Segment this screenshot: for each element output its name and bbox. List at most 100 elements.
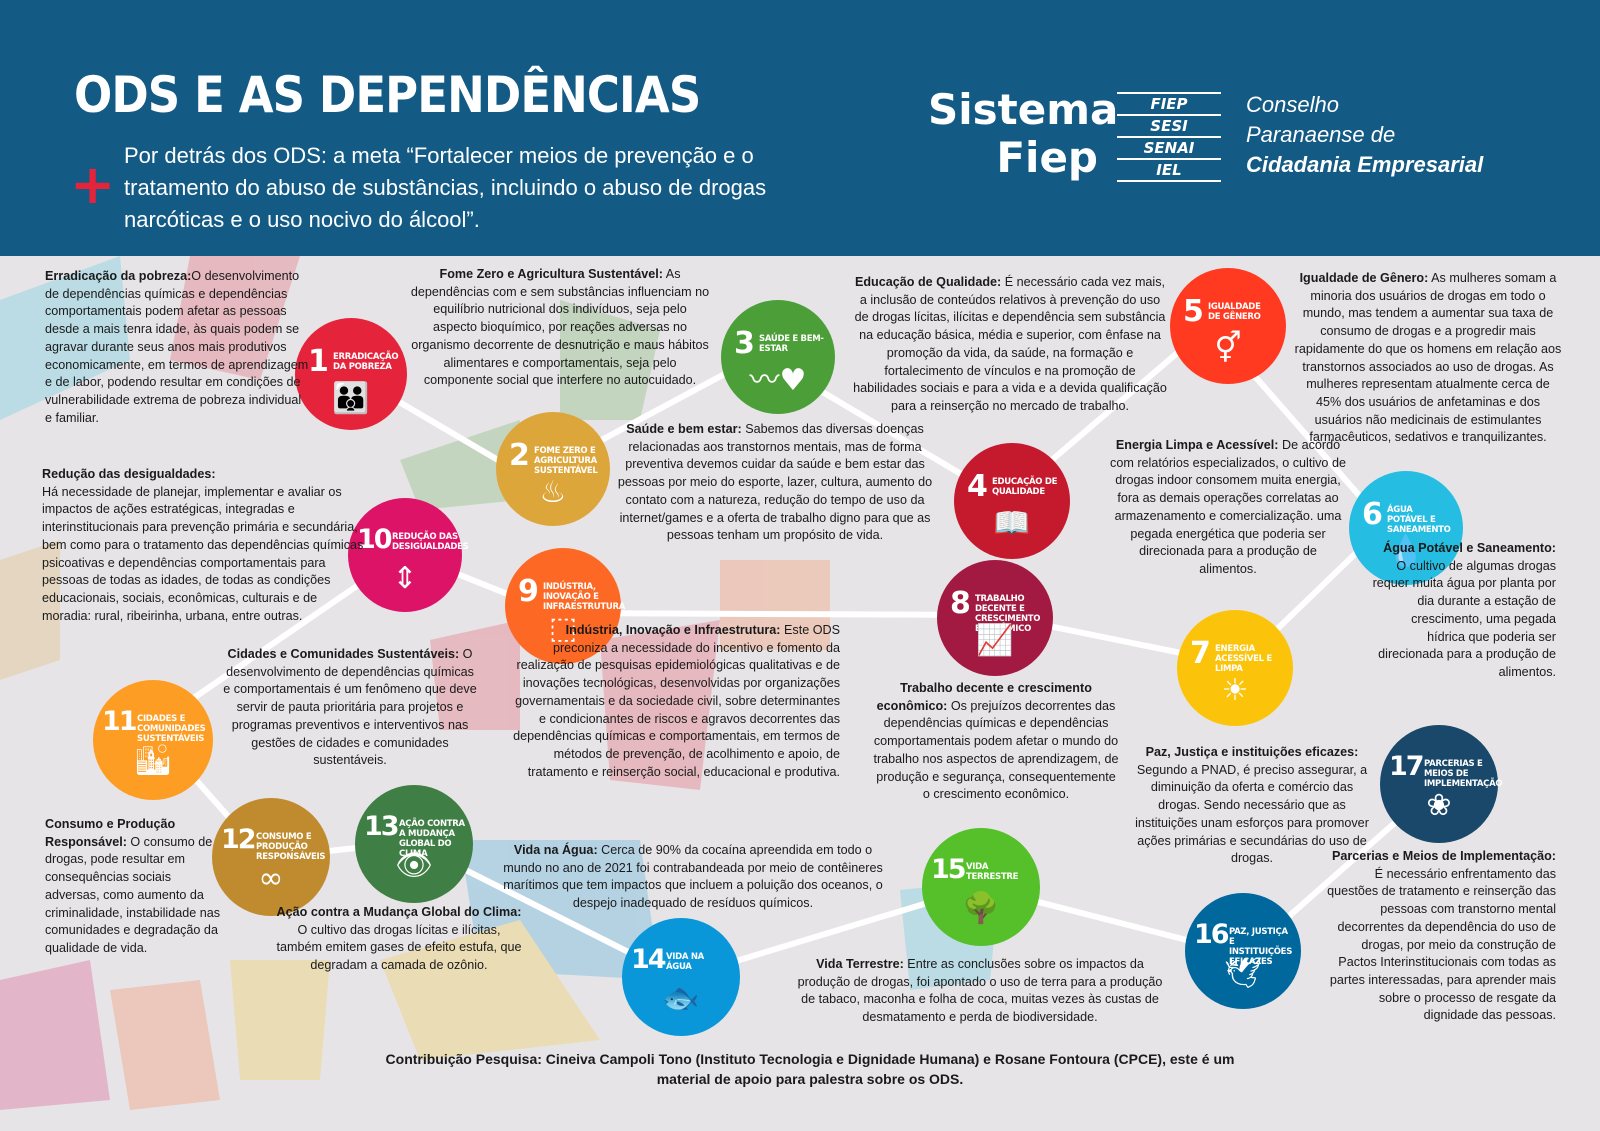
text-title: Paz, Justiça e instituições eficazes: (1145, 745, 1359, 759)
sdg-node-17: 17 Parcerias e meios de implementação ❀ (1380, 725, 1503, 843)
sdg-label: Erradicação da pobreza (333, 352, 399, 372)
text-ods-15: Vida Terrestre: Entre as conclusões sobr… (790, 956, 1170, 1027)
sdg-label: Parcerias e meios de implementação (1424, 759, 1503, 789)
sdg-node-2: 2 Fome zero e agricultura sustentável ♨ (496, 412, 610, 526)
text-ods-3: Saúde e bem estar: Sabemos das diversas … (610, 421, 940, 545)
header-banner (0, 0, 1600, 256)
sistema-fiep-logo: Sistema Fiep (928, 85, 1119, 182)
text-body: Segundo a PNAD, é preciso assegurar, a d… (1135, 762, 1369, 866)
sdg-label: Consumo e produção responsáveis (256, 832, 326, 862)
text-body: Os prejuízos decorrentes das dependência… (873, 698, 1119, 802)
sdg-node-9: 9 Indústria, inovação e infraestrutura ⬚ (505, 548, 626, 664)
text-ods-9: Indústria, Inovação e Infraestrutura: Es… (512, 622, 840, 781)
sdg-label: Vida terrestre (966, 862, 1019, 882)
text-ods-1: Erradicação da pobreza:O desenvolvimento… (45, 268, 310, 427)
text-title: Consumo e Produção Responsável: (45, 817, 176, 849)
bg-wedge (0, 540, 60, 680)
text-body: As mulheres somam a minoria dos usuários… (1294, 271, 1562, 445)
text-body: Há necessidade de planejar, implementar … (42, 484, 364, 623)
sdg-node-7: 7 Energia acessível e limpa ☀ (1177, 610, 1293, 726)
conselho-line-2: Paranaense de (1246, 122, 1396, 147)
infinity-icon: ∞ (258, 861, 284, 896)
sdg-number: 8 (950, 586, 971, 621)
text-body: As dependências com e sem substâncias in… (410, 267, 710, 388)
sdg-node-16: 16 Paz, justiça e instituições eficazes 🕊 (1185, 893, 1301, 1009)
bg-wedge (110, 980, 220, 1110)
text-body: É necessário cada vez mais, a inclusão d… (853, 275, 1167, 413)
bg-wedge (400, 420, 520, 510)
plus-icon: + (70, 153, 116, 216)
text-title: Trabalho decente e crescimento econômico… (876, 681, 1092, 713)
sun-icon: ☀ (1221, 673, 1249, 708)
sdg-label: Trabalho decente e crescimento econômico (975, 594, 1041, 634)
sdg-label: Redução das desigualdades (392, 532, 469, 552)
bg-wedge (0, 256, 130, 420)
text-ods-7: Energia Limpa e Acessível: De acordo com… (1110, 437, 1346, 579)
text-title: Erradicação da pobreza: (45, 269, 192, 283)
sdg-number: 5 (1183, 294, 1204, 329)
dove-icon: 🕊 (1223, 956, 1263, 991)
bg-wedge (430, 620, 520, 730)
credits: Contribuição Pesquisa: Cineiva Campoli T… (385, 1051, 1235, 1087)
water-icon: 💧 (1387, 534, 1425, 569)
sdg-number: 17 (1389, 751, 1425, 782)
sdg-node-12: 12 Consumo e produção responsáveis ∞ (212, 798, 330, 916)
sdg-node-8: 8 Trabalho decente e crescimento econômic… (937, 560, 1053, 676)
text-ods-12: Consumo e Produção Responsável: O consum… (45, 816, 225, 958)
sdg-number: 3 (734, 326, 755, 361)
fish-icon: 🐟 (662, 981, 700, 1016)
logo-sistema-text: Sistema (928, 85, 1119, 134)
text-ods-4: Educação de Qualidade: É necessário cada… (852, 274, 1168, 416)
sdg-number: 13 (364, 811, 400, 842)
text-title: Indústria, Inovação e Infraestrutura: (565, 623, 781, 637)
sdg-node-10: 10 Redução das desigualdades ⇕ (348, 498, 469, 612)
text-title: Vida Terrestre: (816, 957, 904, 971)
text-ods-6: Água Potável e Saneamento: O cultivo de a… (1370, 540, 1556, 682)
text-body: Sabemos das diversas doenças relacionada… (617, 422, 933, 543)
sdg-node-6: 6 Água potável e saneamento 💧 (1349, 471, 1463, 585)
book-icon: 📖 (993, 506, 1031, 541)
text-title: Água Potável e Saneamento: (1383, 541, 1556, 555)
sdg-label: Indústria, inovação e infraestrutura (543, 582, 626, 612)
sdg-label: Educação de qualidade (992, 477, 1058, 497)
text-ods-17: Parcerias e Meios de Implementação: É ne… (1324, 848, 1556, 1025)
bg-wedge (720, 560, 830, 650)
text-title: Parcerias e Meios de Implementação: (1332, 849, 1556, 863)
text-title: Saúde e bem estar: (626, 422, 742, 436)
conselho-logo: Conselho Paranaense de Cidadania Empresa… (1246, 90, 1483, 180)
text-title: Fome Zero e Agricultura Sustentável: (439, 267, 663, 281)
sdg-label: Água potável e saneamento (1387, 505, 1451, 535)
sdg-node-4: 4 Educação de qualidade 📖 (954, 443, 1070, 559)
sdg-number: 2 (509, 438, 530, 473)
conselho-line-3: Cidadania Empresarial (1246, 150, 1483, 180)
text-body: De acordo com relatórios especializados,… (1110, 438, 1346, 576)
eye-globe-icon: 👁 (394, 848, 434, 883)
sdg-node-13: 13 Ação contra a mudança global do clima 👁 (355, 785, 473, 903)
text-title: Igualdade de Gênero: (1299, 271, 1429, 285)
sdg-node-3: 3 Saúde e bem-estar 〰♥ (721, 300, 835, 414)
conselho-line-1: Conselho (1246, 92, 1339, 117)
text-ods-16: Paz, Justiça e instituições eficazes: Se… (1130, 744, 1374, 868)
text-body: Entre as conclusões sobre os impactos da… (797, 957, 1163, 1025)
text-ods-8: Trabalho decente e crescimento econômico… (872, 680, 1120, 804)
bg-wedge (170, 256, 300, 380)
text-title: Educação de Qualidade: (854, 275, 1002, 289)
sdg-number: 4 (967, 469, 988, 504)
sdg-label: Vida na água (666, 952, 704, 972)
diagram-background (0, 256, 1442, 1110)
text-body: É necessário enfrentamento das questões … (1327, 866, 1556, 1023)
text-title: Ação contra a Mudança Global do Clima: (276, 905, 522, 919)
sdg-label: Ação contra a mudança global do clima (399, 819, 465, 859)
bg-wedge (600, 620, 720, 790)
sdg-node-15: 15 Vida terrestre 🌳 (922, 828, 1040, 946)
logo-entity: SENAI (1117, 138, 1221, 160)
sdg-number: 16 (1194, 919, 1230, 950)
sdg-node-14: 14 Vida na água 🐟 (622, 918, 740, 1036)
sdg-number: 9 (518, 574, 539, 609)
sdg-number: 1 (308, 344, 329, 379)
bg-wedge (380, 920, 600, 1060)
text-title: Energia Limpa e Acessível: (1115, 438, 1279, 452)
logo-entities: FIEP SESI SENAI IEL (1117, 92, 1221, 182)
sdg-label: Energia acessível e limpa (1215, 644, 1272, 674)
text-ods-10: Redução das desigualdades: Há necessidade… (42, 466, 364, 625)
